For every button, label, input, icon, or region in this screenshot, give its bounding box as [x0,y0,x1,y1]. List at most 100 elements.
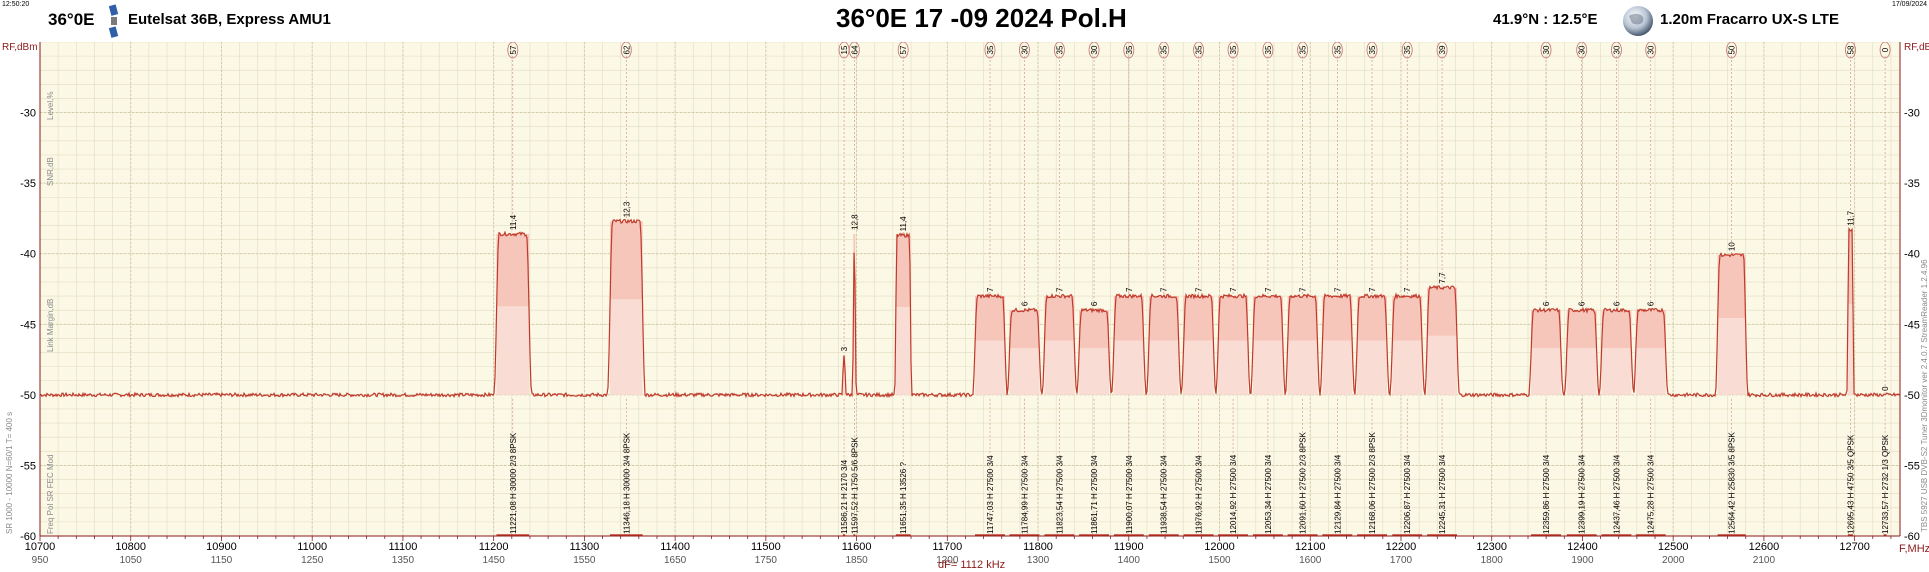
x-tick-label: 11300 [569,541,599,553]
quality-label: 35 [1368,45,1377,54]
x-tick-label: 12000 [1204,541,1235,553]
side-label-linkmargin: Link Margin,dB [46,299,55,352]
x-tick-label: 11000 [297,541,327,553]
y-tick-label-right: -50 [1904,390,1920,402]
quality-label: 35 [1333,45,1342,54]
side-label-software: TBS 5927 USB DVB-S2 Tuner 3Dmonitor ver … [1920,259,1929,532]
snr-label: 3 [840,346,849,351]
quality-label: 35 [1299,45,1308,54]
quality-badge [1645,42,1657,59]
signal-fill-band [1357,296,1387,341]
signal-fill-band-lower [1218,340,1249,395]
snr-label: 7 [1299,287,1308,292]
x-tick-label: 11400 [660,541,690,553]
signal-fill-band-lower [1847,304,1854,395]
side-label-params: SR 1000 - 10000 N=60/1 T= 400 s [5,412,14,534]
signal-fill-band-lower [1357,340,1387,395]
signal-fill-band-lower [496,306,530,395]
transponder-label: 11976,92 H 27500 3/4 [1195,455,1204,534]
quality-badge [620,42,632,59]
if-tick-label: 1600 [1299,555,1322,566]
annotations: 57 11,4 11221,08 H 30000 2/3 8PSK 62 12,3 113… [496,42,1891,536]
if-tick-label: 1750 [755,555,778,566]
snr-label: 12,8 [850,214,859,230]
signal-fill-band [1531,310,1561,349]
y-tick-label: -55 [20,460,36,472]
quality-badge [1262,42,1274,59]
snr-label: 6 [1612,301,1621,306]
quality-badge [897,42,909,59]
transponder-label: 12475,28 H 27500 3/4 [1647,454,1656,534]
quality-label: 57 [509,45,518,54]
signal-fill-band-lower [1635,348,1666,395]
satellite-icon [104,3,124,46]
y-tick-label: -60 [20,531,36,543]
transponder-label: 12053,34 H 27500 3/4 [1264,454,1273,534]
snr-label: 7 [1229,287,1238,292]
quality-label: 35 [986,45,995,54]
signal-fill-band-lower [1531,348,1561,395]
y-axis-label: RF,dBm [2,42,38,53]
transponder-label: 11823,54 H 27500 3/4 [1055,455,1064,534]
signal-fill-band-lower [853,306,856,395]
globe-icon [1621,4,1655,43]
signal-fill-band [1847,229,1854,305]
transponder-label: 12091,60 H 27500 2/3 8PSK [1299,431,1308,534]
snr-label: 7 [1368,287,1377,292]
snr-label: 6 [1020,301,1029,306]
x-tick-label: 10900 [206,541,237,553]
signal-fill-band [1009,310,1040,349]
snr-label: 6 [1647,301,1656,306]
x-tick-label: 11700 [932,541,962,553]
quality-label: 30 [1612,45,1621,54]
if-tick-label: 1700 [1390,555,1413,566]
x-tick-label: 12500 [1658,541,1689,553]
if-tick-label: 2000 [1662,555,1685,566]
signal-fill-band [1717,255,1746,319]
signal-trace [39,218,1901,399]
x-tick-label: 11500 [751,541,781,553]
signal-fill-band [1287,296,1318,341]
y-tick-label: -50 [20,390,36,402]
transponder-label: 12206,87 H 27500 3/4 [1403,454,1412,534]
signal-fill-band [1113,296,1144,341]
spectrum-trace [39,218,1901,399]
if-tick-label: 1800 [1481,555,1504,566]
quality-label: 30 [1647,45,1656,54]
quality-label: 50 [1728,45,1737,54]
snr-label: 7 [1160,287,1169,292]
y-tick-label: -30 [20,108,36,120]
signal-fill-band-lower [975,340,1005,395]
snr-label: 7 [1403,287,1412,292]
x-tick-label: 12300 [1476,541,1507,553]
snr-label: 7 [1055,287,1064,292]
if-tick-label: 1550 [573,555,596,566]
y-axis-label-right: RF,dBm [1904,42,1929,53]
quality-badge [1088,42,1100,59]
snr-label: 0 [1881,386,1890,391]
quality-badge [1193,42,1204,59]
snr-label: 7 [1264,287,1273,292]
signal-fill-band [1183,296,1214,341]
x-tick-label: 11900 [1114,541,1144,553]
site-coordinates: 41.9°N : 12.5°E [1493,11,1598,28]
quality-badge [1019,42,1030,59]
if-tick-label: 1200 [936,555,959,566]
if-tick-label: 1350 [392,555,415,566]
if-tick-label: 1400 [1118,555,1141,566]
transponder-label: 12437,46 H 27500 3/4 [1612,454,1621,534]
quality-label: 64 [850,45,859,54]
transponder-label: 12129,84 H 27500 3/4 [1333,454,1342,534]
quality-label: 35 [1055,45,1064,54]
quality-label: 57 [899,45,908,54]
signal-fill-band [1566,310,1597,349]
y-tick-label-right: -30 [1904,108,1920,120]
date-stamp: 17/09/2024 [1891,1,1927,8]
y-tick-label: -35 [20,178,36,190]
snr-label: 6 [1090,301,1099,306]
transponder-label: 11784,99 H 27500 3/4 [1020,455,1029,534]
signal-fill-band [1601,310,1632,349]
signal-fill-band [1079,310,1110,349]
quality-badge [1540,42,1552,59]
quality-badge [1436,42,1448,59]
